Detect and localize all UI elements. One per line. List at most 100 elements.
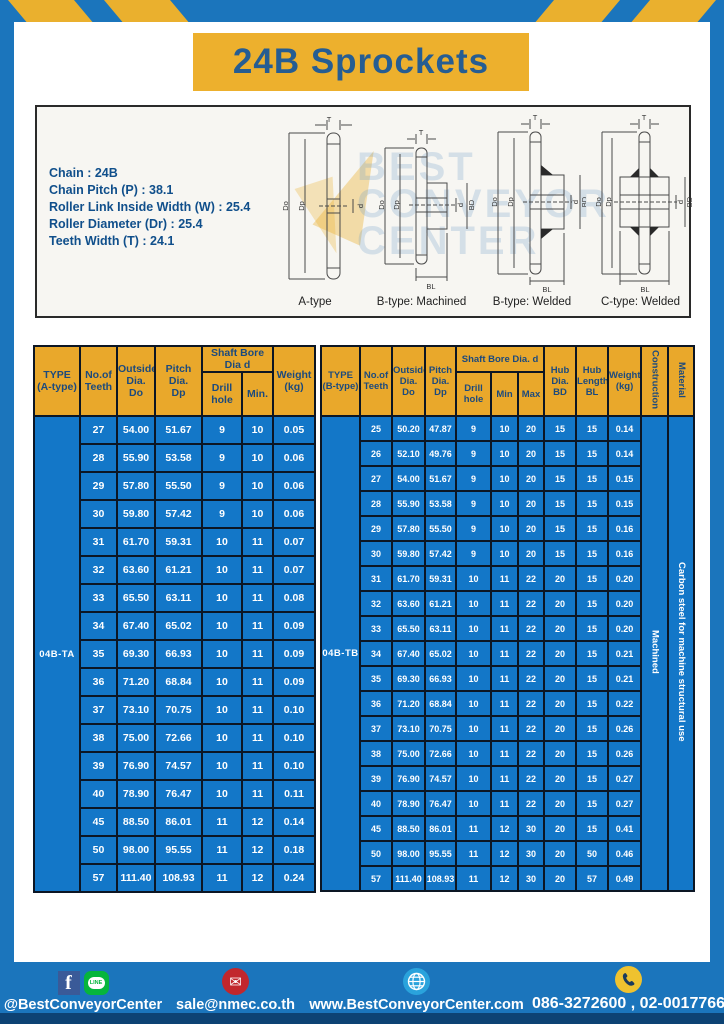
data-cell: 36 [359, 690, 393, 717]
data-cell: 111.40 [116, 863, 156, 893]
data-cell: 30 [516, 840, 546, 867]
data-cell: 68.84 [154, 667, 203, 697]
data-cell: 10 [201, 779, 243, 809]
col-header-max: Max [516, 371, 546, 417]
table-row: 28 55.90 53.58 9 10 20 15 15 0.15 [321, 490, 694, 517]
footer-email[interactable]: ✉ sale@nmec.co.th [171, 965, 300, 1013]
data-cell: 0.20 [607, 565, 643, 592]
data-cell: 9 [201, 443, 243, 473]
data-cell: 54.00 [391, 465, 426, 492]
data-cell: 15 [543, 490, 578, 517]
data-cell: 65.50 [391, 615, 426, 642]
page-title: 24B Sprockets [232, 42, 490, 81]
data-cell: 10 [201, 751, 243, 781]
data-cell: 20 [543, 615, 578, 642]
data-cell: 47.87 [424, 415, 457, 442]
data-cell: 9 [455, 540, 492, 567]
mail-icon[interactable]: ✉ [222, 968, 249, 995]
type-value-cell: 04B-TB [320, 415, 361, 892]
data-cell: 0.24 [272, 863, 316, 893]
email-address[interactable]: sale@nmec.co.th [176, 997, 295, 1013]
data-cell: 22 [516, 640, 546, 667]
data-cell: 15 [575, 815, 610, 842]
footer-phone[interactable]: 086-3272600 , 02-0017766 [531, 965, 724, 1013]
data-cell: 15 [575, 440, 610, 467]
table-row: 36 71.20 68.84 10 11 0.09 [34, 667, 316, 697]
data-cell: 73.10 [116, 695, 156, 725]
data-cell: 61.21 [424, 590, 457, 617]
table-row: 31 61.70 59.31 10 11 0.07 [34, 527, 316, 557]
data-cell: 22 [516, 665, 546, 692]
data-cell: 0.46 [607, 840, 643, 867]
data-cell: 11 [201, 807, 243, 837]
table-row: 31 61.70 59.31 10 11 22 20 15 0.20 [321, 565, 694, 592]
data-cell: 10 [490, 540, 519, 567]
svg-text:BL: BL [542, 285, 551, 294]
table-row: 04B-TB 25 50.20 47.87 9 10 20 15 15 0.14 Machined C… [320, 415, 696, 892]
data-cell: 15 [575, 665, 610, 692]
data-cell: 50 [575, 840, 610, 867]
data-cell: 11 [241, 667, 274, 697]
data-cell: 9 [201, 415, 243, 445]
data-cell: 11 [241, 611, 274, 641]
data-cell: 11 [490, 640, 519, 667]
data-cell: 20 [516, 415, 546, 442]
diagram-b-welded: T Do Dp d BD BL B-typ [478, 113, 586, 308]
footer-website[interactable]: www.BestConveyorCenter.com [305, 965, 528, 1013]
data-cell: 11 [241, 583, 274, 613]
footer-social[interactable]: f LINE @BestConveyorCenter [0, 965, 166, 1013]
data-cell: 61.21 [154, 555, 203, 585]
data-cell: 0.15 [607, 465, 643, 492]
data-cell: 9 [455, 415, 492, 442]
data-cell: 66.93 [424, 665, 457, 692]
data-cell: 28 [359, 490, 393, 517]
data-cell: 10 [201, 667, 243, 697]
data-cell: 12 [490, 840, 519, 867]
social-handle[interactable]: @BestConveyorCenter [3, 997, 163, 1013]
data-cell: 27 [359, 465, 393, 492]
facebook-icon[interactable]: f [57, 971, 80, 995]
globe-icon[interactable] [403, 968, 430, 995]
diagram-c-welded: T Do Dp d BD BL [589, 113, 692, 308]
line-icon[interactable]: LINE [83, 971, 109, 995]
data-cell: 10 [455, 790, 492, 817]
data-cell: 20 [543, 790, 578, 817]
data-cell: 10 [455, 740, 492, 767]
sprocket-drawing-b-welded: T Do Dp d BD BL [490, 113, 586, 294]
svg-text:d: d [676, 200, 685, 204]
data-cell: 32 [79, 555, 118, 585]
data-cell: 11 [241, 751, 274, 781]
data-cell: 11 [241, 779, 274, 809]
data-cell: 10 [455, 615, 492, 642]
data-cell: 30 [79, 499, 118, 529]
col-header-shaft-bore: Shaft Bore Dia. d [454, 345, 546, 373]
data-cell: 20 [543, 690, 578, 717]
table-a-type: TYPE (A-type) No.of Teeth Outside Dia. D… [33, 345, 316, 893]
data-cell: 111.40 [391, 865, 426, 892]
phone-numbers[interactable]: 086-3272600 , 02-0017766 [531, 995, 724, 1012]
data-cell: 75.00 [116, 723, 156, 753]
data-cell: 15 [575, 615, 610, 642]
data-cell: 76.47 [424, 790, 457, 817]
col-header-teeth: No.of Teeth [359, 345, 393, 417]
data-cell: 67.40 [116, 611, 156, 641]
data-cell: 15 [543, 465, 578, 492]
data-cell: 32 [359, 590, 393, 617]
phone-icon[interactable] [615, 966, 642, 993]
data-cell: 0.20 [607, 590, 643, 617]
table-row: 04B-TA 27 54.00 51.67 9 10 0.05 [33, 415, 316, 893]
col-header-min: Min [490, 371, 519, 417]
construction-value-cell: Machined [640, 415, 670, 892]
svg-text:BD: BD [580, 196, 586, 207]
table-row: 30 59.80 57.42 9 10 20 15 15 0.16 [321, 540, 694, 567]
data-cell: 10 [241, 415, 274, 445]
data-cell: 15 [543, 440, 578, 467]
material-value-cell: Carbon steel for machine structural use [667, 415, 696, 892]
table-row: 32 63.60 61.21 10 11 22 20 15 0.20 [321, 590, 694, 617]
data-cell: 11 [490, 615, 519, 642]
table-row: 40 78.90 76.47 10 11 0.11 [34, 779, 316, 809]
table-row: 38 75.00 72.66 10 11 22 20 15 0.26 [321, 740, 694, 767]
website-url[interactable]: www.BestConveyorCenter.com [309, 997, 524, 1013]
table-row: 57 111.40 108.93 11 12 0.24 [34, 863, 316, 893]
